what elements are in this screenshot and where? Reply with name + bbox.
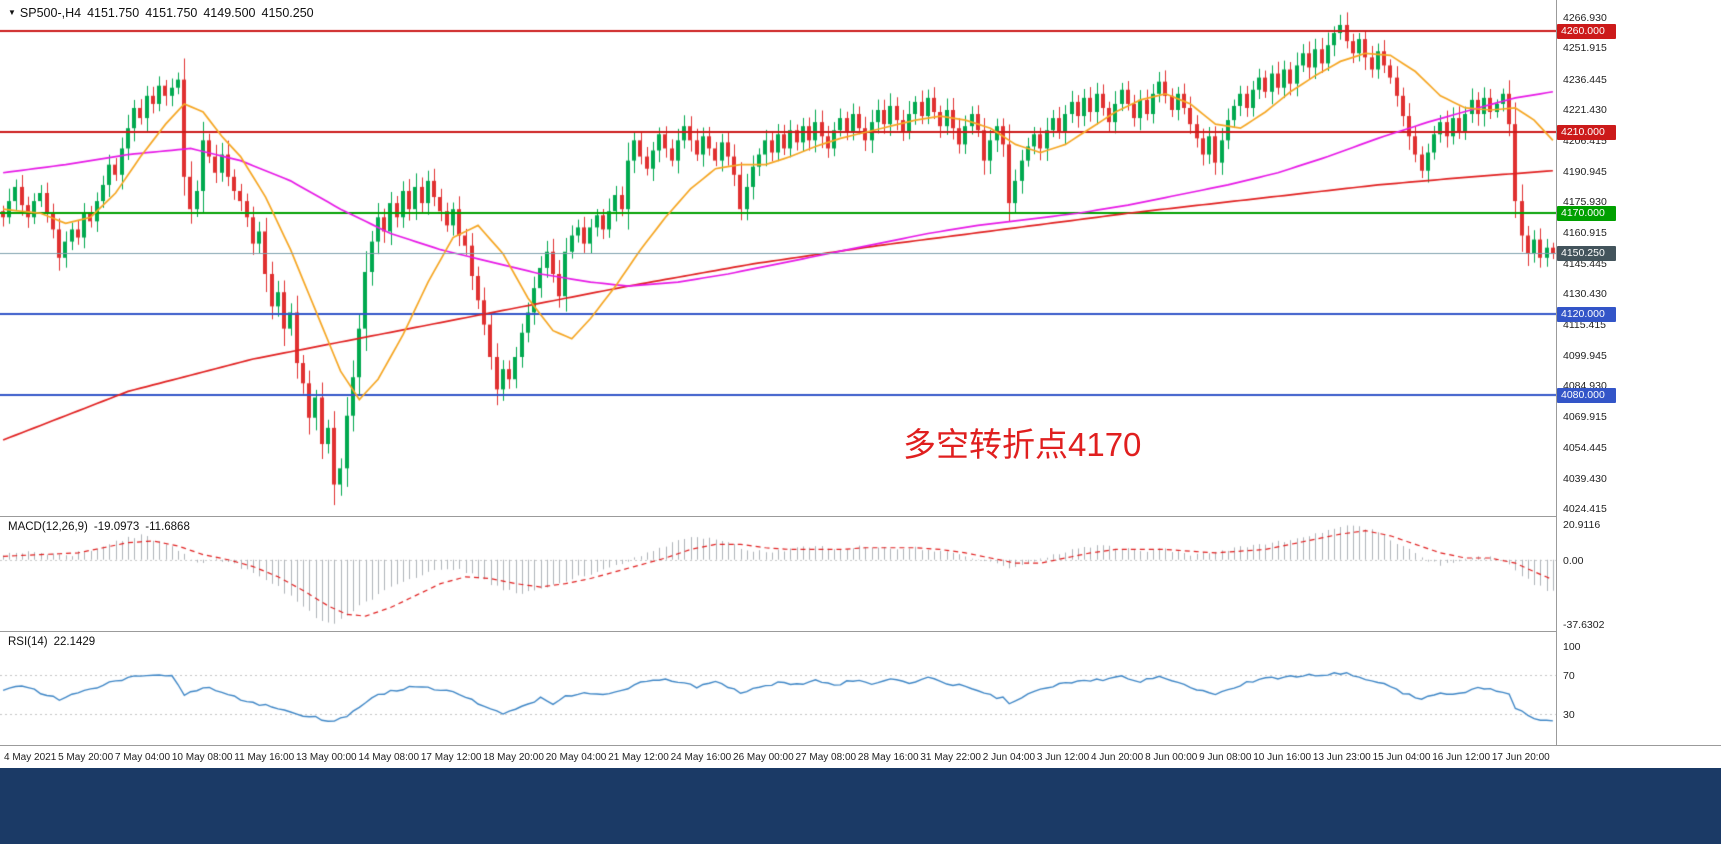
time-axis-label: 26 May 00:00 [733, 751, 794, 763]
time-axis-label: 10 Jun 16:00 [1253, 751, 1312, 763]
price-axis-tick: 4236.445 [1563, 73, 1607, 86]
time-axis-label: 21 May 12:00 [608, 751, 669, 763]
price-axis-tick: 4130.430 [1563, 288, 1607, 301]
price-axis[interactable]: 4266.930 4251.915 4236.445 4221.430 4206.415… [1557, 0, 1721, 745]
ohlc-open: 4151.750 [87, 6, 140, 20]
symbol-expander-icon[interactable]: ▼ [8, 8, 16, 17]
time-axis-label: 11 May 16:00 [234, 751, 295, 763]
time-axis-label: 20 May 04:00 [545, 751, 607, 763]
macd-label: MACD(12,26,9) -19.0973 -11.6868 [8, 521, 196, 533]
price-chart-canvas[interactable] [0, 0, 1556, 516]
price-level-badge: 4170.000 [1557, 206, 1616, 222]
price-axis-divider [1556, 0, 1557, 745]
time-axis-label: 27 May 08:00 [795, 751, 857, 763]
macd-axis-tick: 20.9116 [1563, 519, 1601, 531]
taskbar[interactable] [0, 768, 1721, 844]
price-axis-tick: 4190.945 [1563, 165, 1607, 178]
rsi-indicator-panel[interactable]: RSI(14) 22.1429 [0, 632, 1556, 745]
time-axis-label: 17 May 12:00 [420, 751, 482, 763]
macd-indicator-panel[interactable]: MACD(12,26,9) -19.0973 -11.6868 [0, 517, 1556, 631]
rsi-value: 22.1429 [53, 636, 96, 648]
price-axis-tick: 4251.915 [1563, 42, 1607, 55]
time-axis-label: 13 May 00:00 [295, 751, 357, 763]
panel-divider[interactable] [0, 631, 1721, 632]
panel-divider [0, 745, 1721, 746]
time-axis-label: 17 Jun 20:00 [1491, 751, 1550, 763]
time-axis-label: 8 Jun 00:00 [1145, 751, 1198, 763]
time-axis-label: 15 Jun 04:00 [1372, 751, 1431, 763]
panel-divider[interactable] [0, 516, 1721, 517]
time-axis-label: 14 May 08:00 [358, 751, 420, 763]
price-axis-tick: 4054.445 [1563, 442, 1607, 455]
ohlc-high: 4151.750 [145, 6, 198, 20]
rsi-axis-tick: 70 [1563, 670, 1575, 683]
rsi-name: RSI(14) [8, 636, 48, 648]
time-axis-label: 9 Jun 08:00 [1199, 751, 1252, 763]
price-axis-tick: 4175.930 [1563, 196, 1607, 209]
price-level-badge: 4080.000 [1557, 388, 1616, 404]
time-axis-label: 4 May 2021 [4, 751, 57, 763]
price-axis-tick: 4221.430 [1563, 104, 1607, 117]
price-axis-tick: 4160.915 [1563, 226, 1607, 239]
time-axis-label: 28 May 16:00 [857, 751, 919, 763]
price-axis-tick: 4024.415 [1563, 503, 1607, 515]
rsi-canvas[interactable] [0, 632, 1556, 745]
macd-axis-tick: 0.00 [1563, 554, 1584, 567]
time-axis-label: 18 May 20:00 [483, 751, 544, 763]
time-axis-label: 13 Jun 23:00 [1312, 751, 1371, 763]
time-axis-label: 31 May 22:00 [920, 751, 981, 763]
price-level-badge: 4150.250 [1557, 246, 1616, 262]
price-axis-tick: 4039.430 [1563, 472, 1607, 485]
symbol-info: ▼ SP500-,H4 4151.750 4151.750 4149.500 4150.2… [8, 6, 314, 20]
time-axis[interactable]: 4 May 2021 5 May 20:00 7 May 04:00 10 May 0… [0, 746, 1556, 768]
rsi-label: RSI(14) 22.1429 [8, 636, 101, 648]
time-axis-label: 2 Jun 04:00 [982, 751, 1036, 763]
time-axis-label: 10 May 08:00 [171, 751, 233, 763]
price-level-badge: 4260.000 [1557, 24, 1616, 40]
price-axis-tick: 4099.945 [1563, 350, 1607, 363]
chart-annotation-text: 多空转折点4170 [903, 426, 1142, 463]
price-axis-tick: 4266.930 [1563, 12, 1607, 24]
time-axis-label: 3 Jun 12:00 [1036, 751, 1090, 763]
ohlc-low: 4149.500 [203, 6, 256, 20]
macd-axis-tick: -37.6302 [1563, 619, 1605, 631]
symbol-name: SP500-,H4 [19, 6, 82, 20]
time-axis-label: 16 Jun 12:00 [1432, 751, 1491, 763]
ohlc-close: 4150.250 [261, 6, 314, 20]
price-axis-tick: 4069.915 [1563, 410, 1607, 423]
rsi-axis-tick: 30 [1563, 708, 1575, 721]
price-chart-panel[interactable]: ▼ SP500-,H4 4151.750 4151.750 4149.500 4150.2… [0, 0, 1556, 516]
time-axis-label: 4 Jun 20:00 [1090, 751, 1144, 763]
rsi-axis-tick: 100 [1563, 641, 1581, 653]
macd-value-signal: -11.6868 [145, 521, 190, 533]
price-level-badge: 4120.000 [1557, 307, 1616, 323]
time-axis-label: 24 May 16:00 [670, 751, 732, 763]
macd-name: MACD(12,26,9) [8, 521, 88, 533]
macd-value-main: -19.0973 [93, 521, 140, 533]
time-axis-label: 7 May 04:00 [114, 751, 171, 763]
time-axis-label: 5 May 20:00 [58, 751, 114, 763]
macd-canvas[interactable] [0, 517, 1556, 631]
price-level-badge: 4210.000 [1557, 125, 1616, 141]
